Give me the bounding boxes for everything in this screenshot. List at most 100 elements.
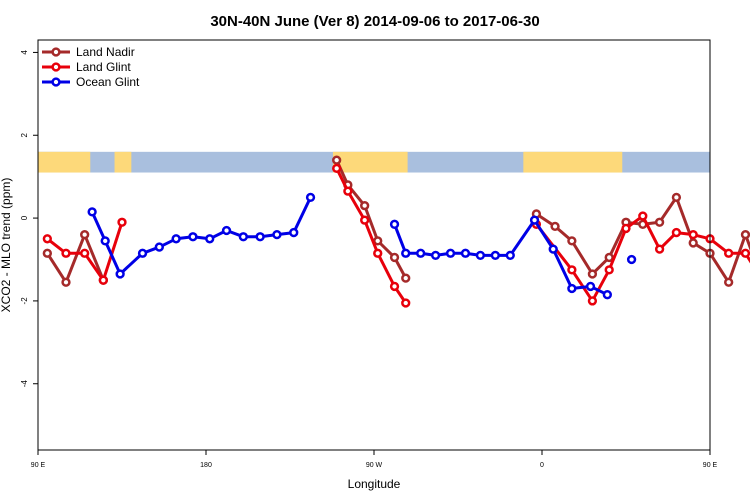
data-point: [602, 290, 612, 300]
legend-marker: [51, 77, 61, 87]
data-point: [567, 283, 577, 294]
data-point: [115, 269, 125, 279]
data-point: [740, 248, 750, 258]
data-point: [671, 192, 682, 203]
data-point: [430, 250, 441, 261]
data-point: [587, 269, 598, 279]
data-point: [654, 244, 665, 254]
data-point: [416, 248, 426, 258]
data-point: [401, 248, 411, 258]
data-point: [389, 281, 400, 292]
data-point: [80, 229, 90, 240]
data-point: [221, 225, 232, 236]
data-point: [42, 248, 52, 258]
data-point: [587, 296, 598, 306]
land-band-segment: [332, 151, 408, 173]
data-point: [505, 250, 515, 261]
plot-frame: [37, 39, 711, 451]
data-point: [61, 277, 71, 287]
data-point: [626, 254, 637, 265]
data-point: [567, 236, 577, 246]
land-ocean-band: [38, 151, 710, 173]
data-point: [332, 163, 342, 174]
data-point: [621, 223, 631, 234]
series-1: [42, 163, 750, 308]
data-point: [42, 234, 52, 244]
data-point: [205, 234, 215, 244]
series-line: [393, 218, 608, 297]
data-point: [332, 155, 342, 165]
data-point: [100, 236, 110, 246]
y-tick-label: 0: [20, 215, 29, 220]
data-point: [585, 281, 596, 292]
x-tick-label: 90 W: [366, 462, 383, 469]
legend-marker: [51, 62, 61, 72]
data-point: [550, 221, 560, 232]
data-point: [389, 252, 400, 263]
land-band-segment: [38, 151, 91, 173]
plot-series: [42, 155, 750, 308]
x-tick-label: 90 E: [31, 462, 46, 469]
data-point: [137, 248, 148, 258]
data-point: [688, 229, 698, 240]
data-point: [389, 219, 400, 229]
data-point: [373, 248, 383, 258]
legend-label: Land Glint: [76, 60, 131, 74]
y-tick-label: -4: [20, 380, 29, 388]
data-point: [548, 244, 558, 254]
series-2: [87, 192, 637, 300]
legend-label: Land Nadir: [76, 45, 135, 59]
data-point: [360, 201, 370, 211]
land-band-segment: [114, 151, 132, 173]
y-tick-label: 4: [20, 50, 29, 55]
data-point: [671, 227, 682, 238]
data-point: [529, 215, 540, 225]
x-tick-label: 0: [540, 462, 544, 469]
data-point: [289, 227, 299, 238]
x-axis-label: Longitude: [348, 477, 401, 491]
data-point: [117, 217, 127, 227]
y-axis: 4 2 0 -2 -4: [20, 50, 38, 388]
data-point: [475, 250, 486, 261]
y-tick-label: -2: [20, 297, 29, 305]
x-tick-label: 180: [200, 462, 212, 469]
data-point: [255, 232, 265, 242]
chart-title: 30N-40N June (Ver 8) 2014-09-06 to 2017-…: [210, 13, 539, 30]
land-band-segment: [523, 151, 623, 173]
legend-marker: [51, 47, 61, 57]
data-point: [171, 234, 181, 244]
data-point: [343, 186, 353, 196]
data-point: [305, 192, 316, 203]
data-point: [401, 273, 411, 283]
data-point: [567, 265, 577, 275]
data-point: [401, 298, 411, 308]
data-point: [445, 248, 456, 258]
y-axis-label: XCO2 - MLO trend (ppm): [0, 178, 13, 313]
data-point: [61, 248, 71, 258]
data-point: [87, 207, 97, 217]
data-point: [688, 238, 698, 248]
data-point: [80, 248, 90, 258]
data-point: [724, 248, 734, 258]
data-point: [460, 248, 471, 258]
data-point: [604, 265, 614, 275]
data-point: [272, 229, 282, 240]
data-point: [238, 232, 248, 242]
series-line: [46, 233, 105, 284]
data-point: [360, 215, 370, 225]
data-point: [724, 277, 734, 287]
data-point: [98, 275, 108, 285]
data-point: [740, 229, 750, 240]
legend-label: Ocean Glint: [76, 75, 140, 89]
data-point: [638, 211, 648, 221]
series-line: [535, 195, 750, 284]
x-tick-label: 90 E: [703, 462, 718, 469]
y-tick-label: 2: [20, 132, 29, 137]
data-point: [604, 252, 614, 263]
data-point: [490, 250, 500, 261]
data-point: [654, 217, 665, 227]
data-point: [188, 232, 198, 242]
